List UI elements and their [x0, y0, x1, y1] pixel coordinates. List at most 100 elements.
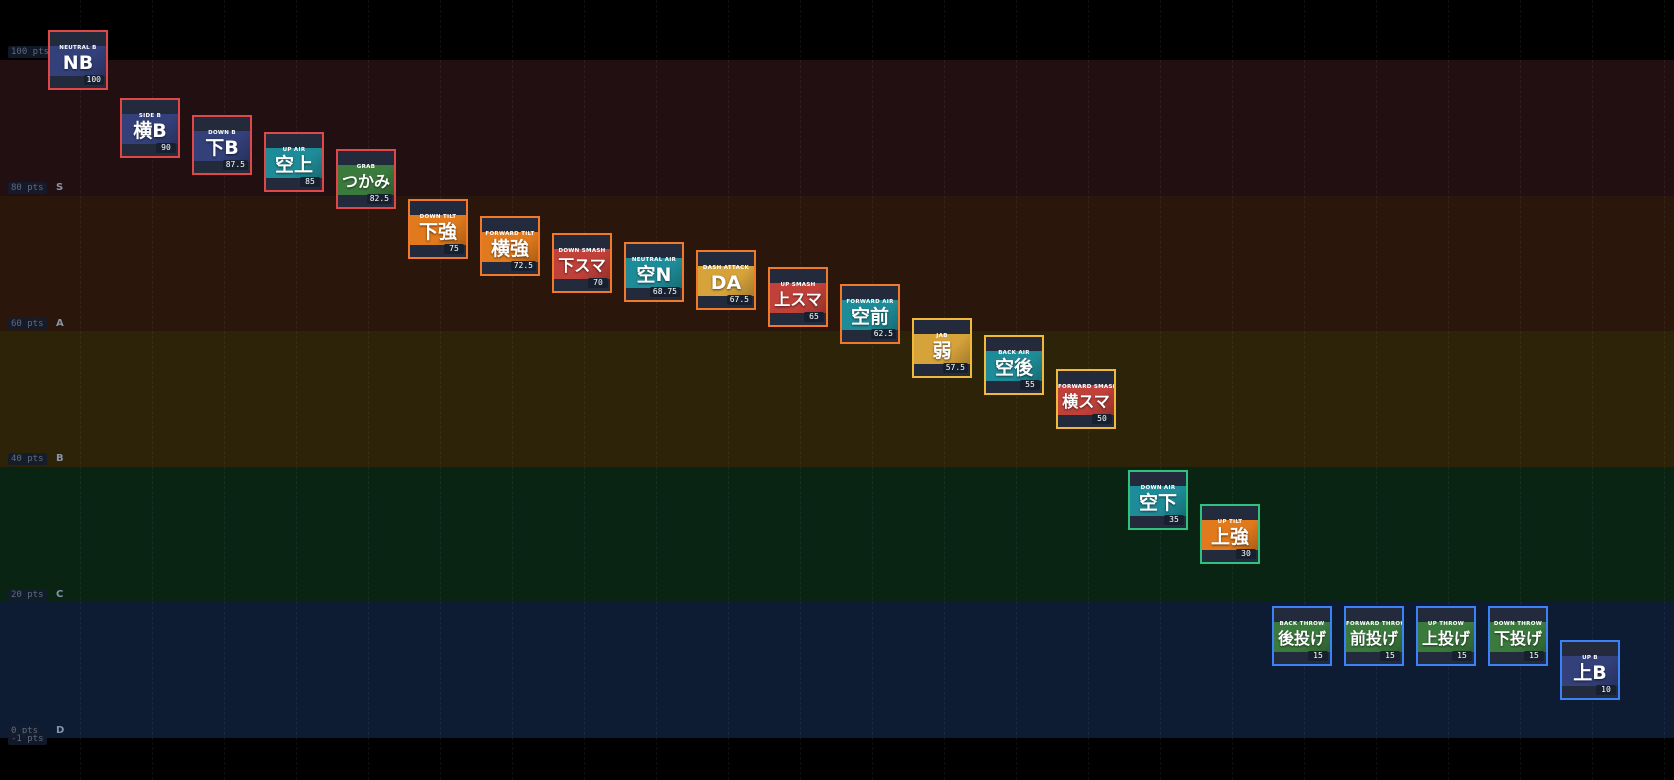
move-score-badge: 15 — [1452, 650, 1472, 661]
grid-line — [440, 0, 441, 780]
y-tick-label: 100 pts — [8, 46, 52, 58]
move-score-badge: 62.5 — [870, 329, 896, 340]
move-score-badge: 65 — [804, 312, 824, 323]
move-card[interactable]: FORWARD SMASH 横スマ 50 — [1056, 368, 1116, 429]
move-name-jp: 空上 — [274, 153, 313, 176]
card-art — [122, 113, 178, 146]
move-card[interactable]: UP AIR 空上 85 — [264, 131, 324, 192]
move-score-badge: 72.5 — [510, 261, 536, 272]
move-card[interactable]: DOWN TILT 下強 75 — [408, 199, 468, 260]
card-header-strip — [266, 133, 322, 148]
card-header-strip — [50, 32, 106, 46]
move-score-badge: 55 — [1020, 379, 1040, 390]
move-card[interactable]: DOWN SMASH 下スマ 70 — [552, 233, 612, 294]
move-name-en: FORWARD SMASH — [1058, 383, 1116, 390]
move-card[interactable]: FORWARD AIR 空前 62.5 — [840, 284, 900, 345]
tier-letter-s: S — [56, 182, 64, 193]
move-score-badge: 15 — [1524, 650, 1544, 661]
card-art — [698, 266, 754, 299]
grid-line — [1376, 0, 1377, 780]
move-name-jp: 上スマ — [774, 290, 822, 310]
tier-band-a — [0, 195, 1674, 331]
card-art — [1202, 520, 1258, 553]
move-card[interactable]: BACK AIR 空後 55 — [984, 334, 1044, 395]
card-header-strip — [410, 201, 466, 216]
move-card[interactable]: GRAB つかみ 82.5 — [336, 148, 396, 209]
move-name-en: UP TILT — [1217, 519, 1243, 526]
move-name-jp: 上B — [1573, 661, 1607, 684]
tier-band-c — [0, 466, 1674, 602]
move-name-en: NEUTRAL AIR — [631, 256, 677, 263]
move-card[interactable]: UP SMASH 上スマ 65 — [768, 267, 828, 328]
card-header-strip — [1490, 607, 1546, 622]
card-art — [194, 130, 250, 163]
move-card[interactable]: JAB 弱 57.5 — [912, 317, 972, 378]
card-header-strip — [122, 99, 178, 114]
move-card[interactable]: BACK THROW 後投げ 15 — [1272, 605, 1332, 666]
move-card[interactable]: SIDE B 横B 90 — [120, 97, 180, 158]
grid-line — [1160, 0, 1161, 780]
card-header-strip — [626, 243, 682, 258]
move-name-en: GRAB — [356, 163, 376, 170]
grid-line — [1304, 0, 1305, 780]
move-name-jp: 後投げ — [1277, 628, 1326, 648]
tier-band-b — [0, 331, 1674, 467]
move-card[interactable]: FORWARD THROW 前投げ 15 — [1344, 605, 1404, 666]
card-art — [770, 283, 826, 316]
move-name-jp: 横B — [133, 119, 167, 142]
move-card[interactable]: DOWN THROW 下投げ 15 — [1488, 605, 1548, 666]
move-card[interactable]: UP THROW 上投げ 15 — [1416, 605, 1476, 666]
card-art — [338, 164, 394, 197]
move-name-en: FORWARD TILT — [485, 231, 535, 238]
move-score-badge: 35 — [1164, 515, 1184, 526]
y-tick-label: 40 pts — [8, 453, 47, 465]
move-card[interactable]: NEUTRAL B NB 100 — [48, 30, 108, 90]
move-card[interactable]: DASH ATTACK DA 67.5 — [696, 250, 756, 311]
card-header-strip — [842, 286, 898, 301]
grid-line — [1520, 0, 1521, 780]
card-art — [482, 232, 538, 265]
move-score-badge: 85 — [300, 176, 320, 187]
move-name-en: UP SMASH — [780, 282, 816, 289]
move-name-en: UP B — [1582, 654, 1598, 661]
grid-line — [512, 0, 513, 780]
grid-line — [872, 0, 873, 780]
move-score-badge: 90 — [156, 142, 176, 153]
card-header-strip — [338, 150, 394, 165]
move-score-badge: 87.5 — [222, 159, 248, 170]
card-art — [1274, 621, 1330, 654]
grid-line — [1592, 0, 1593, 780]
move-card[interactable]: NEUTRAL AIR 空N 68.75 — [624, 241, 684, 302]
move-card[interactable]: DOWN AIR 空下 35 — [1128, 470, 1188, 531]
card-header-strip — [698, 252, 754, 267]
move-name-en: BACK THROW — [1279, 620, 1325, 627]
card-art — [914, 333, 970, 366]
move-name-en: DOWN THROW — [1493, 620, 1543, 627]
move-name-jp: DA — [710, 272, 742, 295]
move-card[interactable]: FORWARD TILT 横強 72.5 — [480, 216, 540, 277]
move-name-en: DOWN B — [208, 129, 236, 136]
move-score-badge: 68.75 — [649, 286, 680, 297]
move-score-badge: 50 — [1092, 413, 1112, 424]
move-card[interactable]: UP B 上B 10 — [1560, 639, 1620, 700]
card-header-strip — [482, 218, 538, 233]
move-name-en: DOWN SMASH — [558, 248, 606, 255]
y-tick-label: -1 pts — [8, 733, 47, 745]
tier-letter-b: B — [56, 453, 64, 464]
card-header-strip — [1202, 506, 1258, 521]
move-card[interactable]: DOWN B 下B 87.5 — [192, 114, 252, 175]
grid-line — [728, 0, 729, 780]
move-name-en: UP THROW — [1427, 620, 1465, 627]
card-art — [1418, 621, 1474, 654]
card-header-strip — [986, 336, 1042, 351]
card-art — [554, 249, 610, 282]
grid-line — [296, 0, 297, 780]
grid-line — [584, 0, 585, 780]
move-name-en: FORWARD THROW — [1346, 620, 1404, 627]
move-score-badge: 15 — [1308, 650, 1328, 661]
grid-line — [800, 0, 801, 780]
card-header-strip — [1562, 641, 1618, 656]
move-card[interactable]: UP TILT 上強 30 — [1200, 504, 1260, 565]
move-score-badge: 82.5 — [366, 193, 392, 204]
